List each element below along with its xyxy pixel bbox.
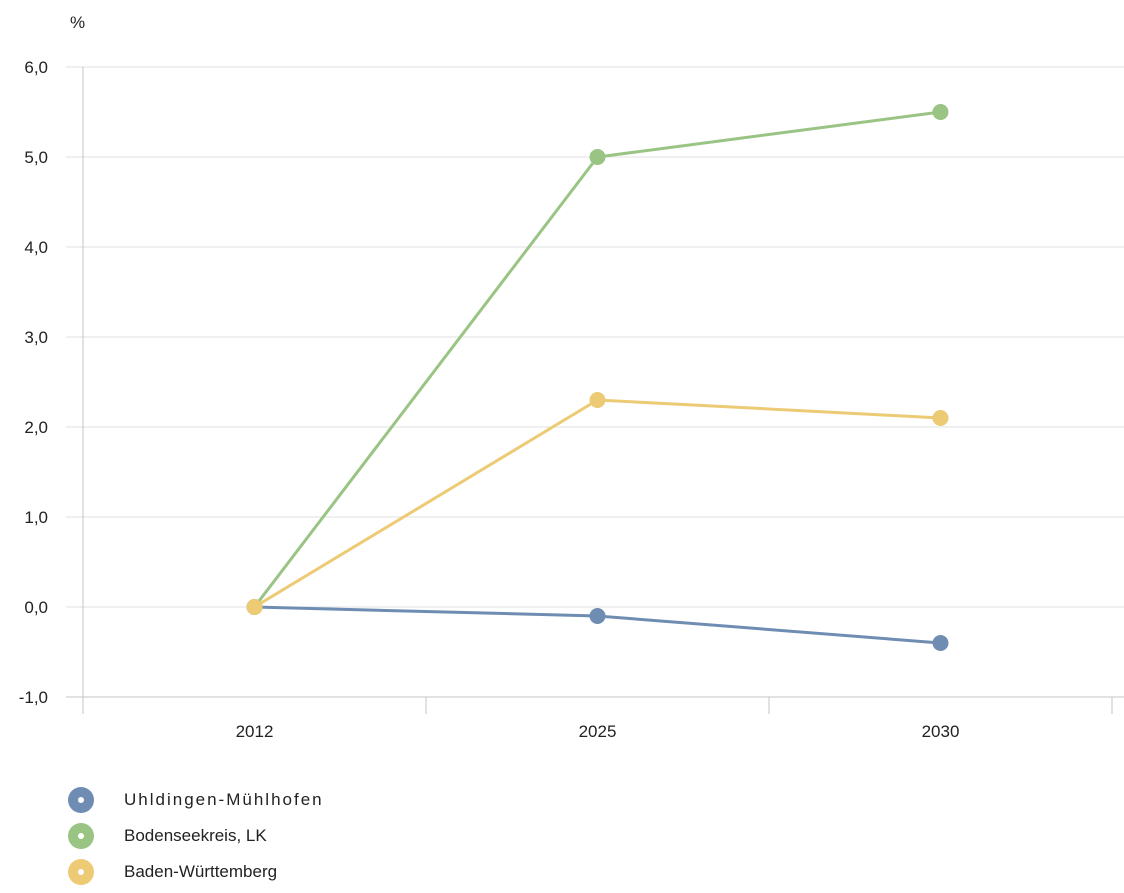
y-tick-label: 5,0 bbox=[24, 148, 48, 167]
legend-item-uhldingen[interactable]: Uhldingen-Mühlhofen bbox=[68, 782, 324, 818]
y-tick-label: 6,0 bbox=[24, 58, 48, 77]
data-point[interactable] bbox=[589, 149, 606, 165]
x-tick-label: 2012 bbox=[236, 722, 274, 741]
y-tick-label: 4,0 bbox=[24, 238, 48, 257]
data-point[interactable] bbox=[932, 410, 949, 426]
series-lines bbox=[246, 104, 949, 651]
legend-marker-icon bbox=[68, 859, 94, 885]
legend: Uhldingen-Mühlhofen Bodenseekreis, LK Ba… bbox=[68, 782, 324, 890]
legend-marker-icon bbox=[68, 823, 94, 849]
series-line bbox=[253, 110, 941, 608]
y-tick-label: 0,0 bbox=[24, 598, 48, 617]
legend-label: Baden-Württemberg bbox=[124, 862, 278, 881]
legend-label: Bodenseekreis, LK bbox=[124, 826, 267, 845]
grid-lines bbox=[66, 66, 1124, 608]
y-tick-label: 3,0 bbox=[24, 328, 48, 347]
data-point[interactable] bbox=[932, 635, 949, 651]
y-tick-label: 1,0 bbox=[24, 508, 48, 527]
data-point[interactable] bbox=[589, 392, 606, 408]
legend-label: Uhldingen-Mühlhofen bbox=[124, 790, 324, 809]
series-line bbox=[253, 398, 941, 609]
data-point[interactable] bbox=[246, 599, 263, 615]
axes bbox=[66, 67, 1124, 714]
legend-item-baden-wuerttemberg[interactable]: Baden-Württemberg bbox=[68, 854, 324, 890]
y-tick-label: -1,0 bbox=[19, 688, 48, 707]
x-tick-label: 2030 bbox=[922, 722, 960, 741]
y-unit-label: % bbox=[70, 13, 85, 32]
series-2 bbox=[246, 392, 949, 615]
legend-item-bodenseekreis[interactable]: Bodenseekreis, LK bbox=[68, 818, 324, 854]
data-point[interactable] bbox=[589, 608, 606, 624]
y-tick-labels: -1,0 0,0 1,0 2,0 3,0 4,0 5,0 6,0 bbox=[19, 58, 48, 707]
data-point[interactable] bbox=[932, 104, 949, 120]
series-1 bbox=[246, 104, 949, 615]
x-tick-label: 2025 bbox=[579, 722, 617, 741]
x-tick-labels: 2012 2025 2030 bbox=[236, 722, 960, 741]
y-tick-label: 2,0 bbox=[24, 418, 48, 437]
legend-marker-icon bbox=[68, 787, 94, 813]
